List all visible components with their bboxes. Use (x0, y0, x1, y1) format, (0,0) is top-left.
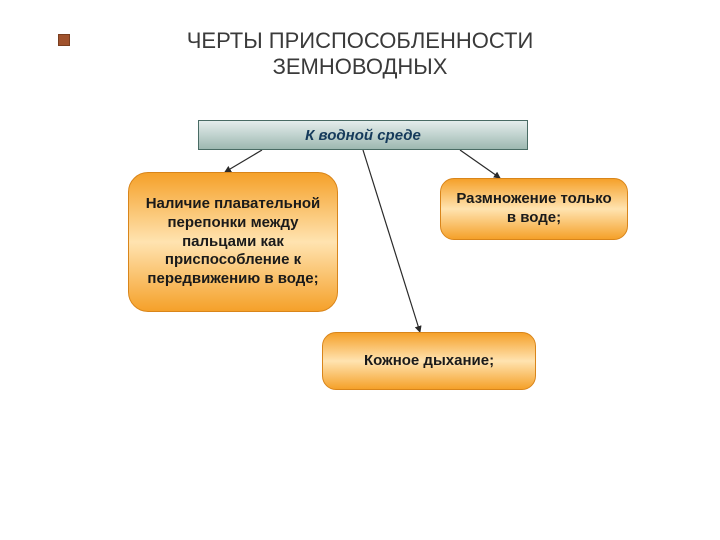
node-reproduction-label: Размножение только в воде; (451, 190, 617, 228)
node-skin-label: Кожное дыхание; (364, 352, 494, 371)
diagram-stage: ЧЕРТЫ ПРИСПОСОБЛЕННОСТИ ЗЕМНОВОДНЫХ К во… (0, 0, 720, 540)
node-reproduction: Размножение только в воде; (440, 178, 628, 240)
connector-layer (0, 0, 720, 540)
node-membrane-label: Наличие плавательной перепонки между пал… (139, 195, 327, 289)
root-node-label: К водной среде (305, 127, 421, 144)
connector-line (460, 150, 500, 178)
connector-line (225, 150, 262, 172)
node-membrane: Наличие плавательной перепонки между пал… (128, 172, 338, 312)
connector-line (363, 150, 420, 332)
node-skin: Кожное дыхание; (322, 332, 536, 390)
root-node: К водной среде (198, 120, 528, 150)
slide-title: ЧЕРТЫ ПРИСПОСОБЛЕННОСТИ ЗЕМНОВОДНЫХ (140, 28, 580, 80)
slide-bullet (58, 34, 70, 46)
